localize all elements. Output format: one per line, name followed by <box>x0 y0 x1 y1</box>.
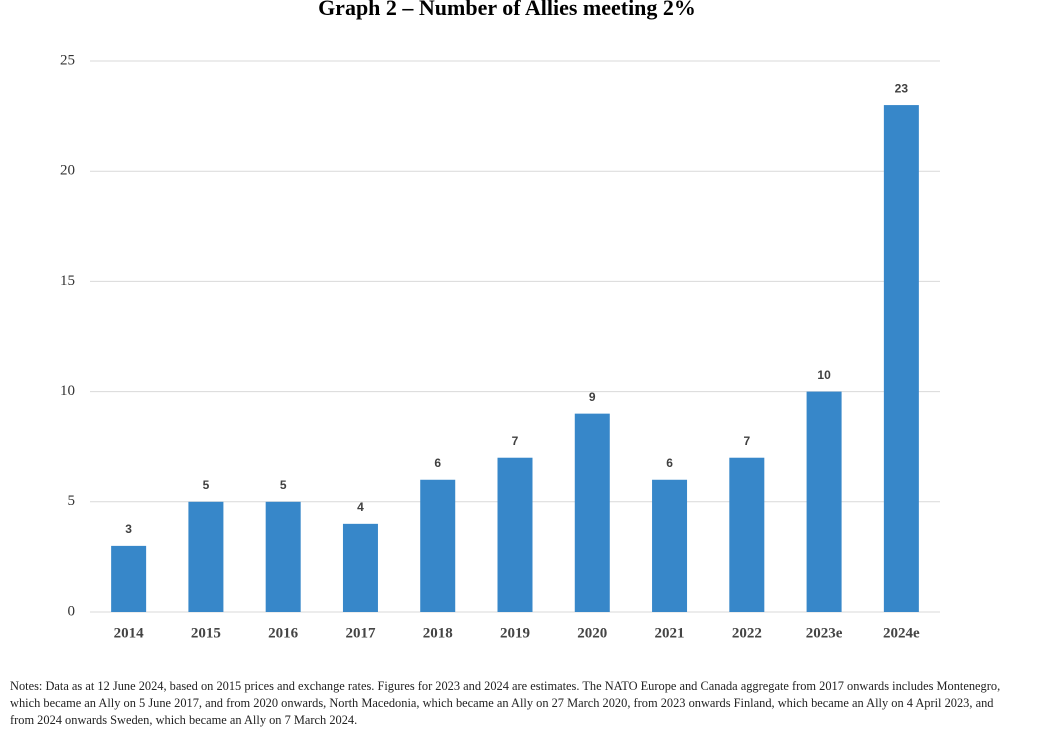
value-label: 4 <box>357 500 364 514</box>
y-tick-label: 15 <box>60 273 75 289</box>
bar <box>342 523 378 612</box>
value-label: 6 <box>434 456 441 470</box>
bar <box>806 391 842 612</box>
bar <box>265 501 301 612</box>
bar <box>188 501 224 612</box>
x-tick-label: 2014 <box>114 625 145 641</box>
x-tick-label: 2015 <box>191 625 221 641</box>
bar <box>729 457 765 612</box>
bar <box>497 457 533 612</box>
x-tick-label: 2020 <box>577 625 607 641</box>
value-label: 5 <box>203 478 210 492</box>
notes: Notes: Data as at 12 June 2024, based on… <box>10 679 1001 727</box>
x-tick-label: 2016 <box>268 625 299 641</box>
x-tick-label: 2022 <box>732 625 762 641</box>
value-label: 10 <box>817 368 831 382</box>
bar <box>111 545 147 612</box>
bar <box>420 479 456 612</box>
value-label: 9 <box>589 390 596 404</box>
y-tick-label: 5 <box>68 493 76 509</box>
value-label: 23 <box>895 81 909 95</box>
value-label: 5 <box>280 478 287 492</box>
x-tick-label: 2021 <box>655 625 685 641</box>
y-tick-label: 20 <box>60 163 75 179</box>
x-tick-label: 2024e <box>883 625 920 641</box>
x-tick-label: 2019 <box>500 625 530 641</box>
chart: Graph 2 – Number of Allies meeting 2% 0 5… <box>60 0 940 641</box>
y-tick-label: 25 <box>60 52 75 68</box>
y-tick-label: 0 <box>68 603 76 619</box>
chart-title: Graph 2 – Number of Allies meeting 2% <box>318 0 696 20</box>
value-label: 6 <box>666 456 673 470</box>
x-tick-label: 2023e <box>806 625 843 641</box>
bar <box>883 105 919 612</box>
bar <box>574 413 610 612</box>
x-tick-label: 2017 <box>345 625 376 641</box>
value-label: 7 <box>743 434 750 448</box>
value-label: 3 <box>125 522 132 536</box>
value-label: 7 <box>512 434 519 448</box>
bar <box>652 479 688 612</box>
y-tick-label: 10 <box>60 383 75 399</box>
x-tick-label: 2018 <box>423 625 453 641</box>
